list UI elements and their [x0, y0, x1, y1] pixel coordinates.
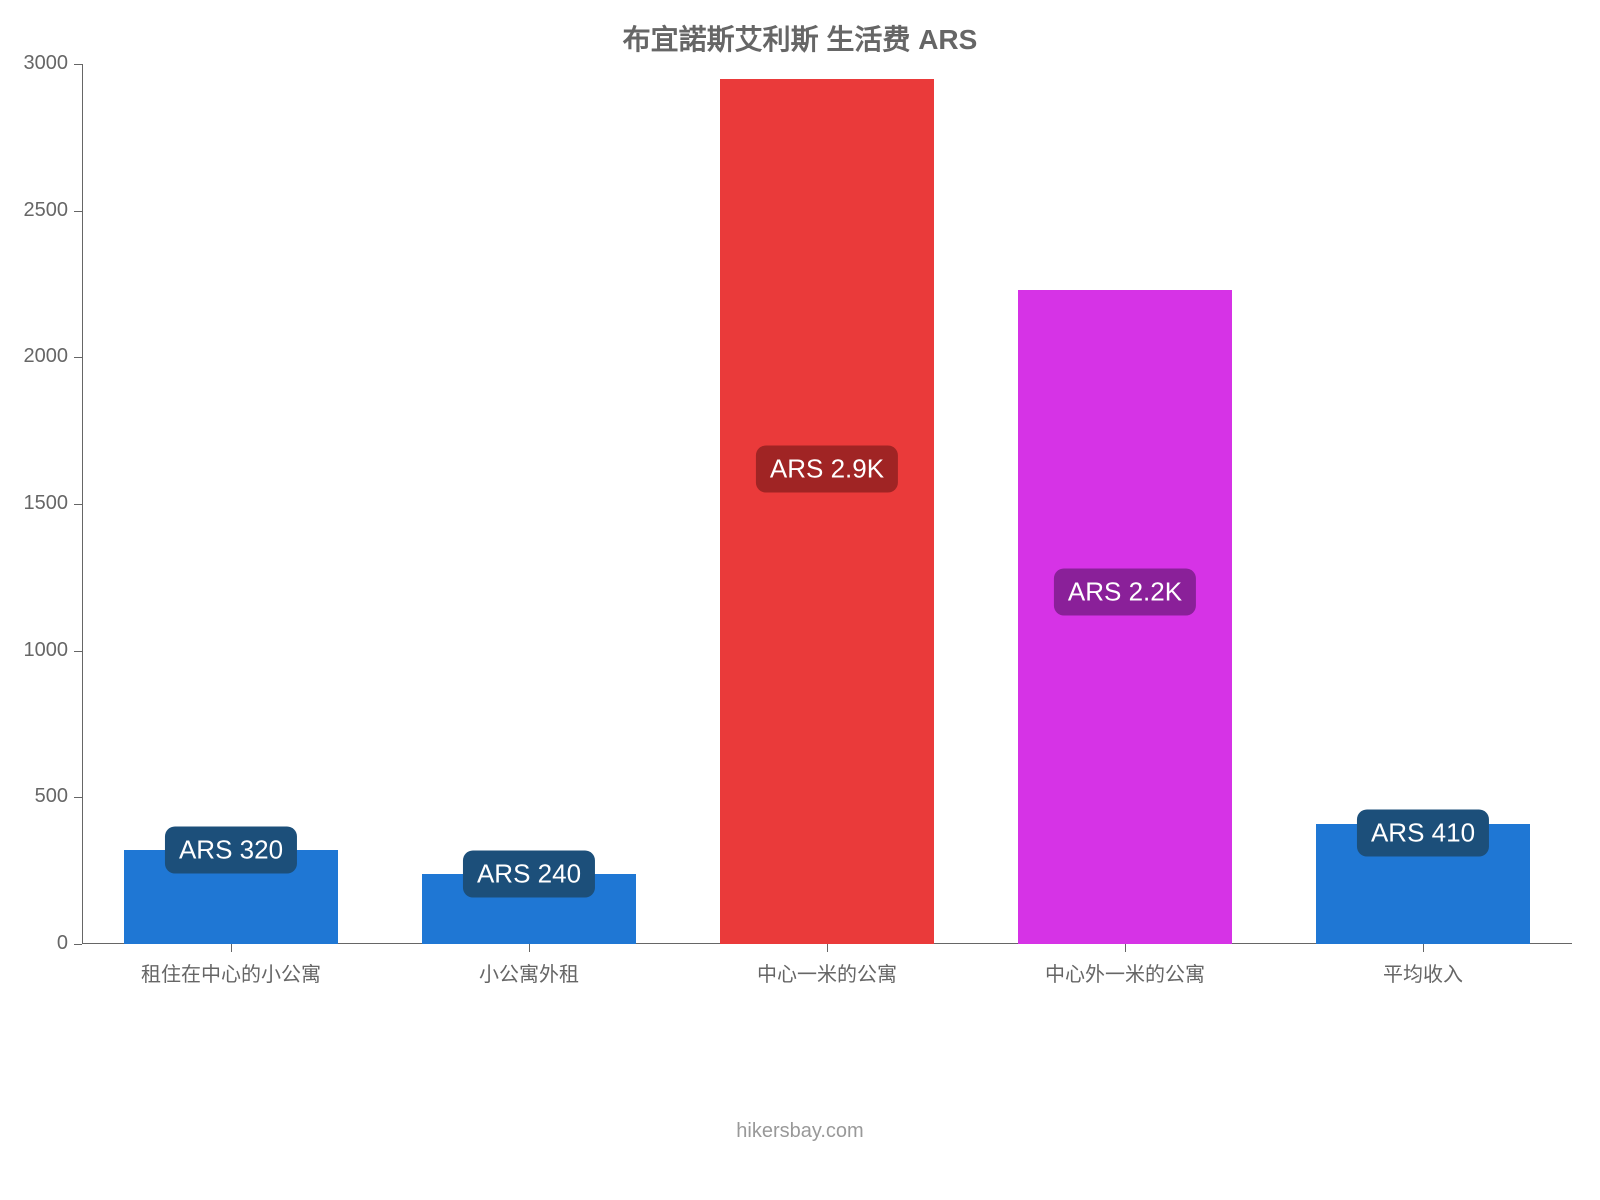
bar — [1018, 290, 1233, 944]
bar-value-label: ARS 410 — [1357, 809, 1489, 856]
x-tick-label: 平均收入 — [1274, 958, 1572, 987]
y-tick-mark — [74, 944, 82, 945]
x-tick-label: 小公寓外租 — [380, 958, 678, 987]
y-tick-label: 0 — [0, 932, 68, 955]
x-tick-mark — [529, 944, 530, 952]
y-tick-label: 3000 — [0, 52, 68, 75]
chart-footer-source: hikersbay.com — [0, 1120, 1600, 1143]
y-tick-mark — [74, 64, 82, 65]
y-tick-mark — [74, 651, 82, 652]
y-tick-label: 1000 — [0, 639, 68, 662]
y-axis-line — [82, 64, 83, 944]
bar-value-label: ARS 2.9K — [756, 445, 898, 492]
x-tick-mark — [1125, 944, 1126, 952]
cost-of-living-chart: 布宜諾斯艾利斯 生活费 ARS 050010001500200025003000… — [0, 0, 1600, 1200]
bar-value-label: ARS 320 — [165, 827, 297, 874]
y-tick-label: 1500 — [0, 492, 68, 515]
y-tick-label: 500 — [0, 785, 68, 808]
y-tick-mark — [74, 357, 82, 358]
y-tick-mark — [74, 211, 82, 212]
bar-value-label: ARS 240 — [463, 850, 595, 897]
x-tick-label: 租住在中心的小公寓 — [82, 958, 380, 987]
bar — [720, 79, 935, 944]
x-tick-mark — [1423, 944, 1424, 952]
y-tick-label: 2500 — [0, 199, 68, 222]
x-tick-mark — [827, 944, 828, 952]
x-tick-mark — [231, 944, 232, 952]
y-tick-mark — [74, 797, 82, 798]
chart-title: 布宜諾斯艾利斯 生活费 ARS — [0, 18, 1600, 58]
plot-area: 050010001500200025003000租住在中心的小公寓ARS 320… — [82, 64, 1572, 944]
y-tick-label: 2000 — [0, 345, 68, 368]
x-tick-label: 中心外一米的公寓 — [976, 958, 1274, 987]
x-tick-label: 中心一米的公寓 — [678, 958, 976, 987]
bar-value-label: ARS 2.2K — [1054, 569, 1196, 616]
y-tick-mark — [74, 504, 82, 505]
